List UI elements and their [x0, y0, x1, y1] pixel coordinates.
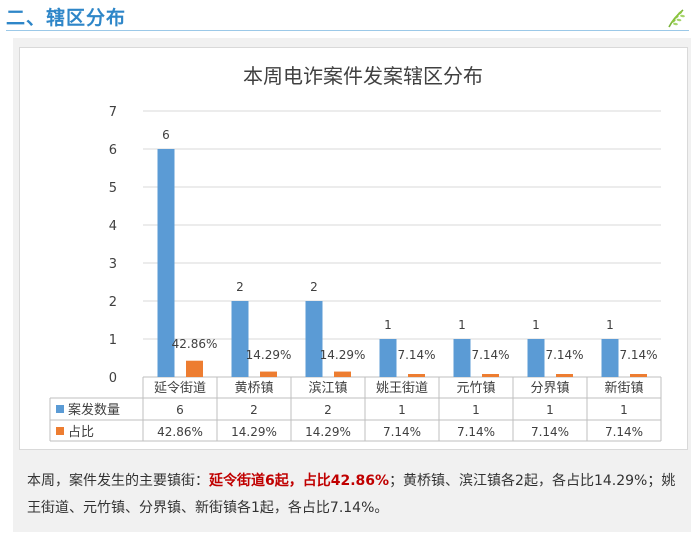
bar-percentage [408, 374, 425, 377]
leaf-sprig-icon [668, 9, 685, 28]
data-label-percentage: 7.14% [619, 348, 657, 362]
legend-label-percentage: 占比 [68, 425, 94, 440]
section-title: 二、辖区分布 [6, 7, 127, 29]
table-cell-percentage: 42.86% [157, 425, 203, 439]
bar-case-count [527, 339, 545, 377]
category-label: 黄桥镇 [234, 381, 273, 396]
y-tick-label: 2 [109, 295, 117, 310]
data-label-count: 1 [606, 318, 614, 332]
bar-percentage [260, 371, 277, 377]
bar-case-count [231, 301, 249, 377]
table-cell-percentage: 14.29% [305, 425, 351, 439]
bar-chart: 本周电诈案件发案辖区分布 0 1 2 3 4 5 6 7 6 42.86% 2 14.29% 2 14.… [49, 64, 662, 442]
legend-label-count: 案发数量 [68, 402, 120, 418]
bar-percentage [630, 374, 647, 377]
table-cell-count: 1 [546, 403, 554, 417]
bar-percentage [334, 371, 351, 377]
y-tick-label: 5 [109, 181, 117, 196]
data-label-count: 1 [458, 318, 466, 332]
category-label: 元竹镇 [456, 381, 495, 396]
chart-title: 本周电诈案件发案辖区分布 [243, 64, 483, 88]
chart-panel: 本周电诈案件发案辖区分布 0 1 2 3 4 5 6 7 6 42.86% 2 14.29% 2 14.… [19, 47, 688, 450]
data-label-percentage: 14.29% [246, 348, 292, 362]
data-label-percentage: 7.14% [397, 348, 435, 362]
summary-highlight: 延令街道6起，占比42.86% [209, 473, 390, 489]
data-label-percentage: 42.86% [172, 337, 218, 351]
table-cell-count: 6 [176, 403, 184, 417]
table-cell-count: 1 [472, 403, 480, 417]
y-tick-label: 4 [109, 219, 117, 234]
category-label: 姚王街道 [376, 381, 428, 396]
data-label-percentage: 14.29% [320, 348, 366, 362]
legend-swatch-percentage [56, 427, 64, 435]
category-label: 新街镇 [604, 380, 643, 396]
bar-percentage [482, 374, 499, 377]
data-label-count: 1 [384, 318, 392, 332]
data-label-percentage: 7.14% [471, 348, 509, 362]
bar-percentage [556, 374, 573, 377]
table-cell-count: 2 [250, 403, 258, 417]
bar-case-count [453, 339, 471, 377]
legend-swatch-count [56, 405, 64, 413]
table-cell-percentage: 7.14% [531, 425, 569, 439]
bar-percentage [186, 360, 203, 377]
bar-case-count [305, 301, 323, 377]
table-cell-count: 1 [620, 403, 628, 417]
table-cell-count: 1 [398, 403, 406, 417]
data-label-count: 2 [310, 280, 318, 294]
category-label: 延令街道 [154, 381, 206, 396]
y-tick-label: 7 [109, 105, 117, 120]
y-tick-label: 3 [109, 257, 117, 272]
data-label-count: 1 [532, 318, 540, 332]
table-cell-percentage: 7.14% [605, 425, 643, 439]
y-tick-label: 6 [109, 143, 117, 158]
bar-case-count [601, 339, 619, 377]
data-label-count: 2 [236, 280, 244, 294]
bar-case-count [379, 339, 397, 377]
summary-paragraph: 本周，案件发生的主要镇街：延令街道6起，占比42.86%；黄桥镇、滨江镇各2起，… [27, 468, 687, 522]
table-cell-percentage: 14.29% [231, 425, 277, 439]
summary-part1: 本周，案件发生的主要镇街： [27, 473, 209, 489]
table-cell-percentage: 7.14% [383, 425, 421, 439]
bar-case-count [157, 149, 175, 377]
category-label: 分界镇 [530, 381, 569, 396]
table-cell-percentage: 7.14% [457, 425, 495, 439]
y-tick-label: 0 [109, 371, 117, 386]
data-label-count: 6 [162, 128, 170, 142]
summary-part2: ；黄桥镇、滨江镇各2起，各占比14.29%；姚王街道、元竹镇、分界镇、新街镇各1… [27, 473, 676, 516]
data-label-percentage: 7.14% [545, 348, 583, 362]
y-tick-label: 1 [109, 333, 117, 348]
table-cell-count: 2 [324, 403, 332, 417]
category-label: 滨江镇 [308, 380, 347, 396]
title-underline [6, 30, 689, 31]
